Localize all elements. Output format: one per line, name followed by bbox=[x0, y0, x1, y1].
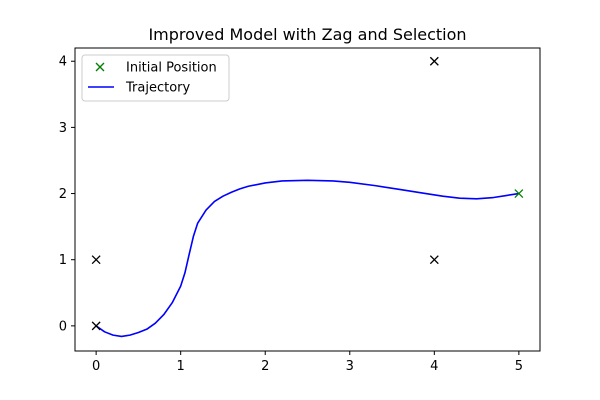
legend: Initial Position Trajectory bbox=[81, 54, 230, 102]
legend-initial-position-label: Initial Position bbox=[126, 61, 217, 76]
x-tick-label: 1 bbox=[177, 359, 185, 374]
y-tick-label: 1 bbox=[59, 253, 67, 268]
y-tick-label: 4 bbox=[59, 55, 67, 70]
marker-point-1 bbox=[91, 255, 101, 265]
plot-area: 0 1 2 3 4 5 0 1 2 3 4 bbox=[59, 47, 541, 374]
marker-point-3 bbox=[429, 56, 439, 66]
marker-point-0 bbox=[91, 321, 101, 331]
y-tick-label: 2 bbox=[59, 187, 67, 202]
legend-initial-position-icon bbox=[95, 62, 105, 72]
x-tick-label: 0 bbox=[92, 359, 100, 374]
x-tick-label: 3 bbox=[346, 359, 354, 374]
marker-point-2 bbox=[429, 255, 439, 265]
trajectory-line bbox=[95, 179, 519, 338]
x-tick-label: 4 bbox=[430, 359, 438, 374]
legend-box bbox=[81, 54, 230, 102]
x-tick-label: 5 bbox=[515, 359, 523, 374]
initial-position-point bbox=[514, 189, 524, 199]
y-tick-label: 3 bbox=[59, 121, 67, 136]
legend-trajectory-label: Trajectory bbox=[125, 81, 190, 96]
axes-frame bbox=[74, 47, 541, 352]
chart-title: Improved Model with Zag and Selection bbox=[148, 25, 466, 44]
x-tick-label: 2 bbox=[261, 359, 269, 374]
y-tick-label: 0 bbox=[59, 319, 67, 334]
